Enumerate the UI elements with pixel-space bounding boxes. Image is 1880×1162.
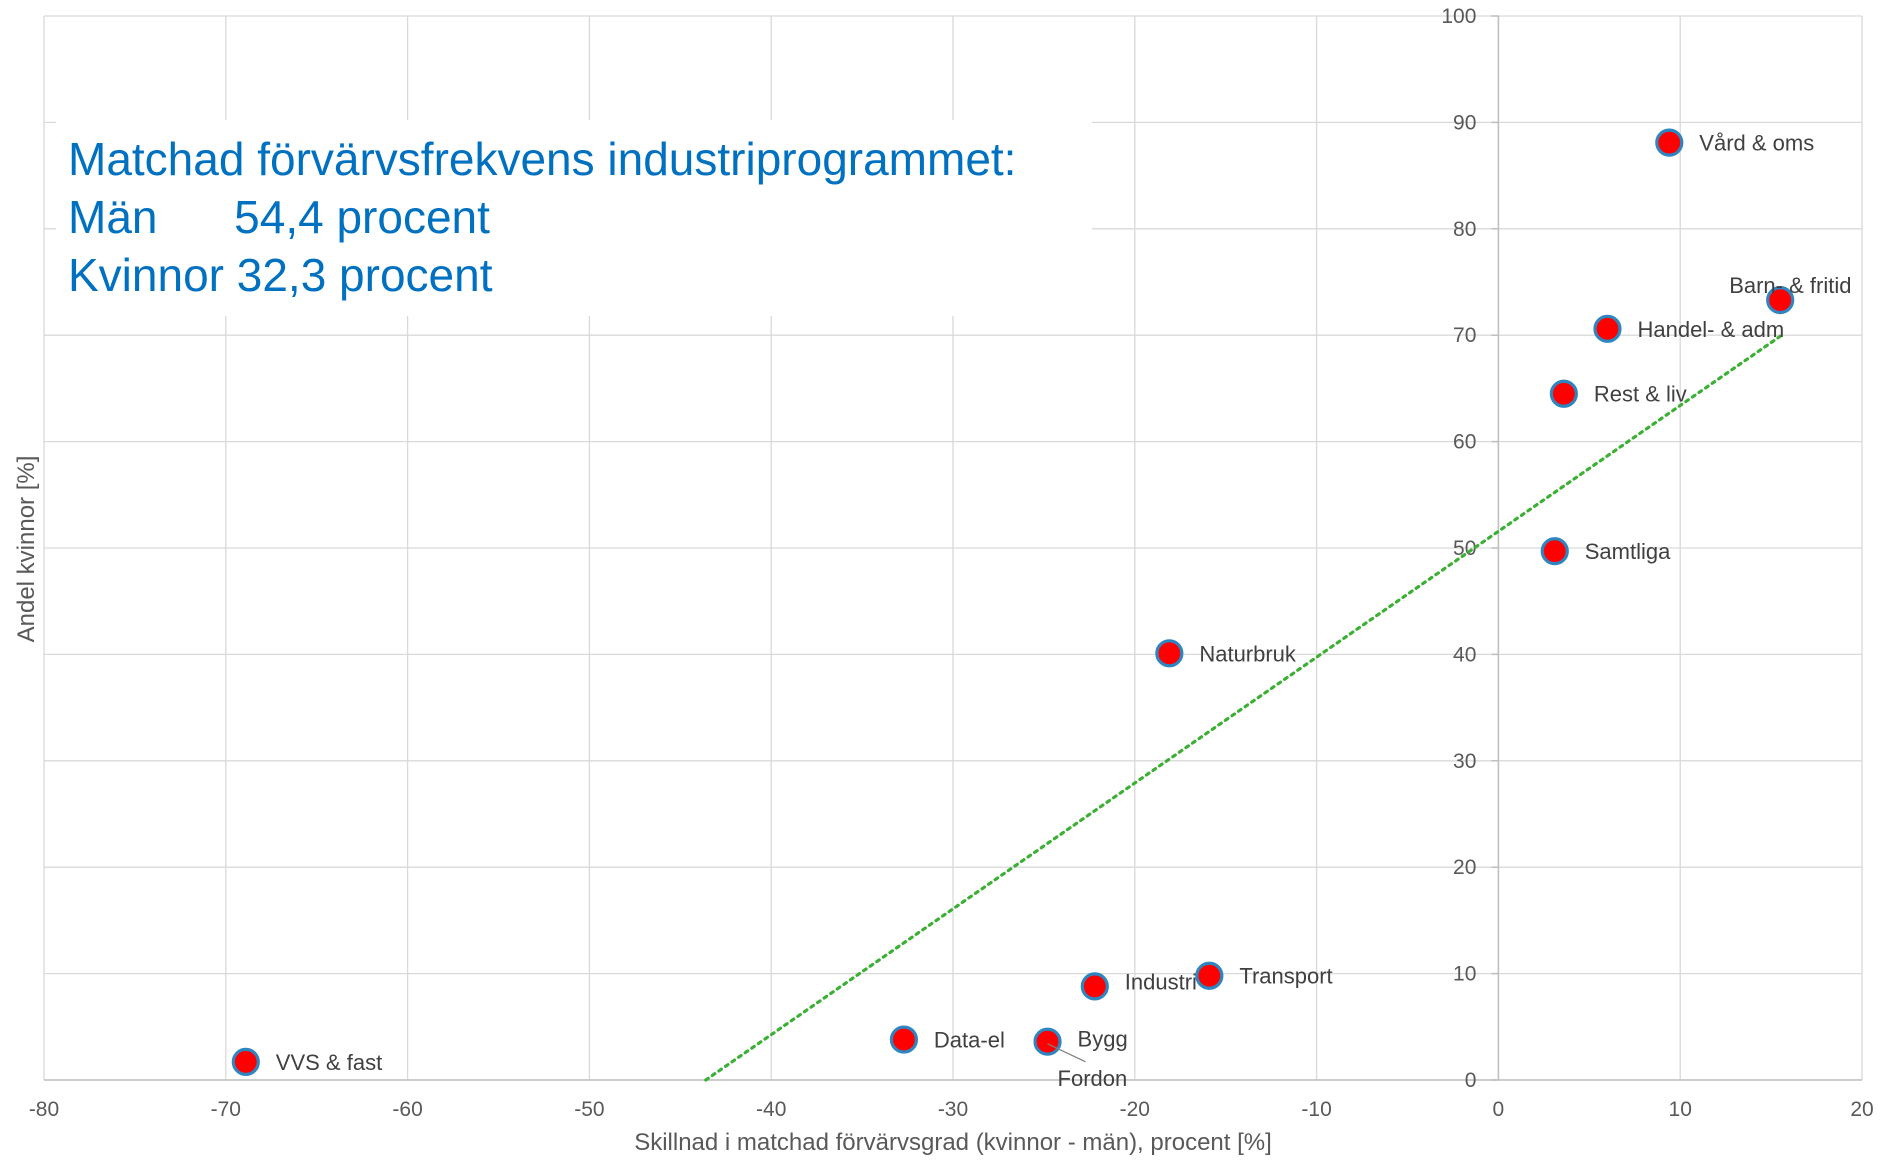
y-tick-label: 80: [1453, 218, 1476, 241]
y-tick-label: 20: [1453, 856, 1476, 879]
data-point: [1155, 639, 1184, 668]
annotation-box: Matchad förvärvsfrekvens industriprogram…: [56, 120, 1092, 316]
x-tick-label: -40: [756, 1098, 786, 1121]
trendline: [704, 334, 1782, 1082]
annotation-line: Matchad förvärvsfrekvens industriprogram…: [68, 133, 1016, 185]
data-point: [1593, 314, 1622, 343]
annotation-background: [56, 120, 1092, 316]
trendline-path: [704, 334, 1782, 1082]
data-point-label: Vård & oms: [1699, 131, 1814, 156]
x-tick-label: -70: [211, 1098, 241, 1121]
x-axis-title: Skillnad i matchad förvärvsgrad (kvinnor…: [634, 1129, 1272, 1156]
y-tick-label: 90: [1453, 111, 1476, 134]
data-point: [1080, 972, 1109, 1001]
data-points: [231, 128, 1795, 1077]
data-point-label: Barn- & fritid: [1729, 273, 1851, 298]
data-point-label: Industri: [1125, 969, 1197, 994]
x-tick-label: -80: [29, 1098, 59, 1121]
x-tick-label: -50: [574, 1098, 604, 1121]
data-point: [1540, 537, 1569, 566]
x-tick-label: -60: [392, 1098, 422, 1121]
data-point-label: Handel- & adm: [1637, 317, 1784, 342]
y-tick-label: 10: [1453, 963, 1476, 986]
data-point: [1549, 379, 1578, 408]
data-point-label: Samtliga: [1585, 539, 1671, 564]
annotation-line: Kvinnor 32,3 procent: [68, 249, 493, 301]
x-tick-label: -10: [1301, 1098, 1331, 1121]
data-point: [1195, 961, 1224, 990]
data-point-label: Fordon: [1058, 1066, 1128, 1091]
data-point-label: Transport: [1239, 964, 1332, 989]
y-tick-label: 0: [1465, 1069, 1477, 1092]
data-point-label: VVS & fast: [276, 1050, 382, 1075]
x-tick-label: 10: [1669, 1098, 1692, 1121]
data-point: [1766, 285, 1795, 315]
data-point-label: Naturbruk: [1199, 641, 1297, 666]
annotation-line: Män 54,4 procent: [68, 191, 490, 243]
y-tick-label: 40: [1453, 643, 1476, 666]
y-tick-label: 70: [1453, 324, 1476, 347]
data-point-label: Data-el: [934, 1028, 1005, 1053]
data-point-labels: Vård & oms Barn- & fritid Handel- & adm Res…: [276, 131, 1852, 1091]
data-point: [231, 1047, 260, 1077]
y-axis-title: Andel kvinnor [%]: [13, 456, 40, 643]
data-point: [1033, 1027, 1062, 1056]
data-point: [889, 1025, 919, 1054]
x-tick-label: -30: [938, 1098, 968, 1121]
x-tick-label: 0: [1493, 1098, 1505, 1121]
data-point-label: Rest & liv: [1594, 382, 1687, 407]
y-tick-label: 100: [1441, 5, 1476, 28]
x-tick-label: 20: [1850, 1098, 1873, 1121]
data-point-label: Bygg: [1078, 1027, 1128, 1052]
x-axis-tick-labels: -80 -70 -60 -50 -40 -30 -20 -10 0 10 20: [29, 1098, 1874, 1121]
y-tick-label: 60: [1453, 431, 1476, 454]
y-tick-label: 30: [1453, 750, 1476, 773]
x-tick-label: -20: [1120, 1098, 1150, 1121]
y-axis-tick-labels: 0 10 20 30 40 50 60 70 80 90 100: [1441, 5, 1476, 1092]
data-point: [1655, 128, 1684, 157]
y-tick-label: 50: [1453, 537, 1476, 560]
label-leader-line: [1047, 1043, 1086, 1063]
